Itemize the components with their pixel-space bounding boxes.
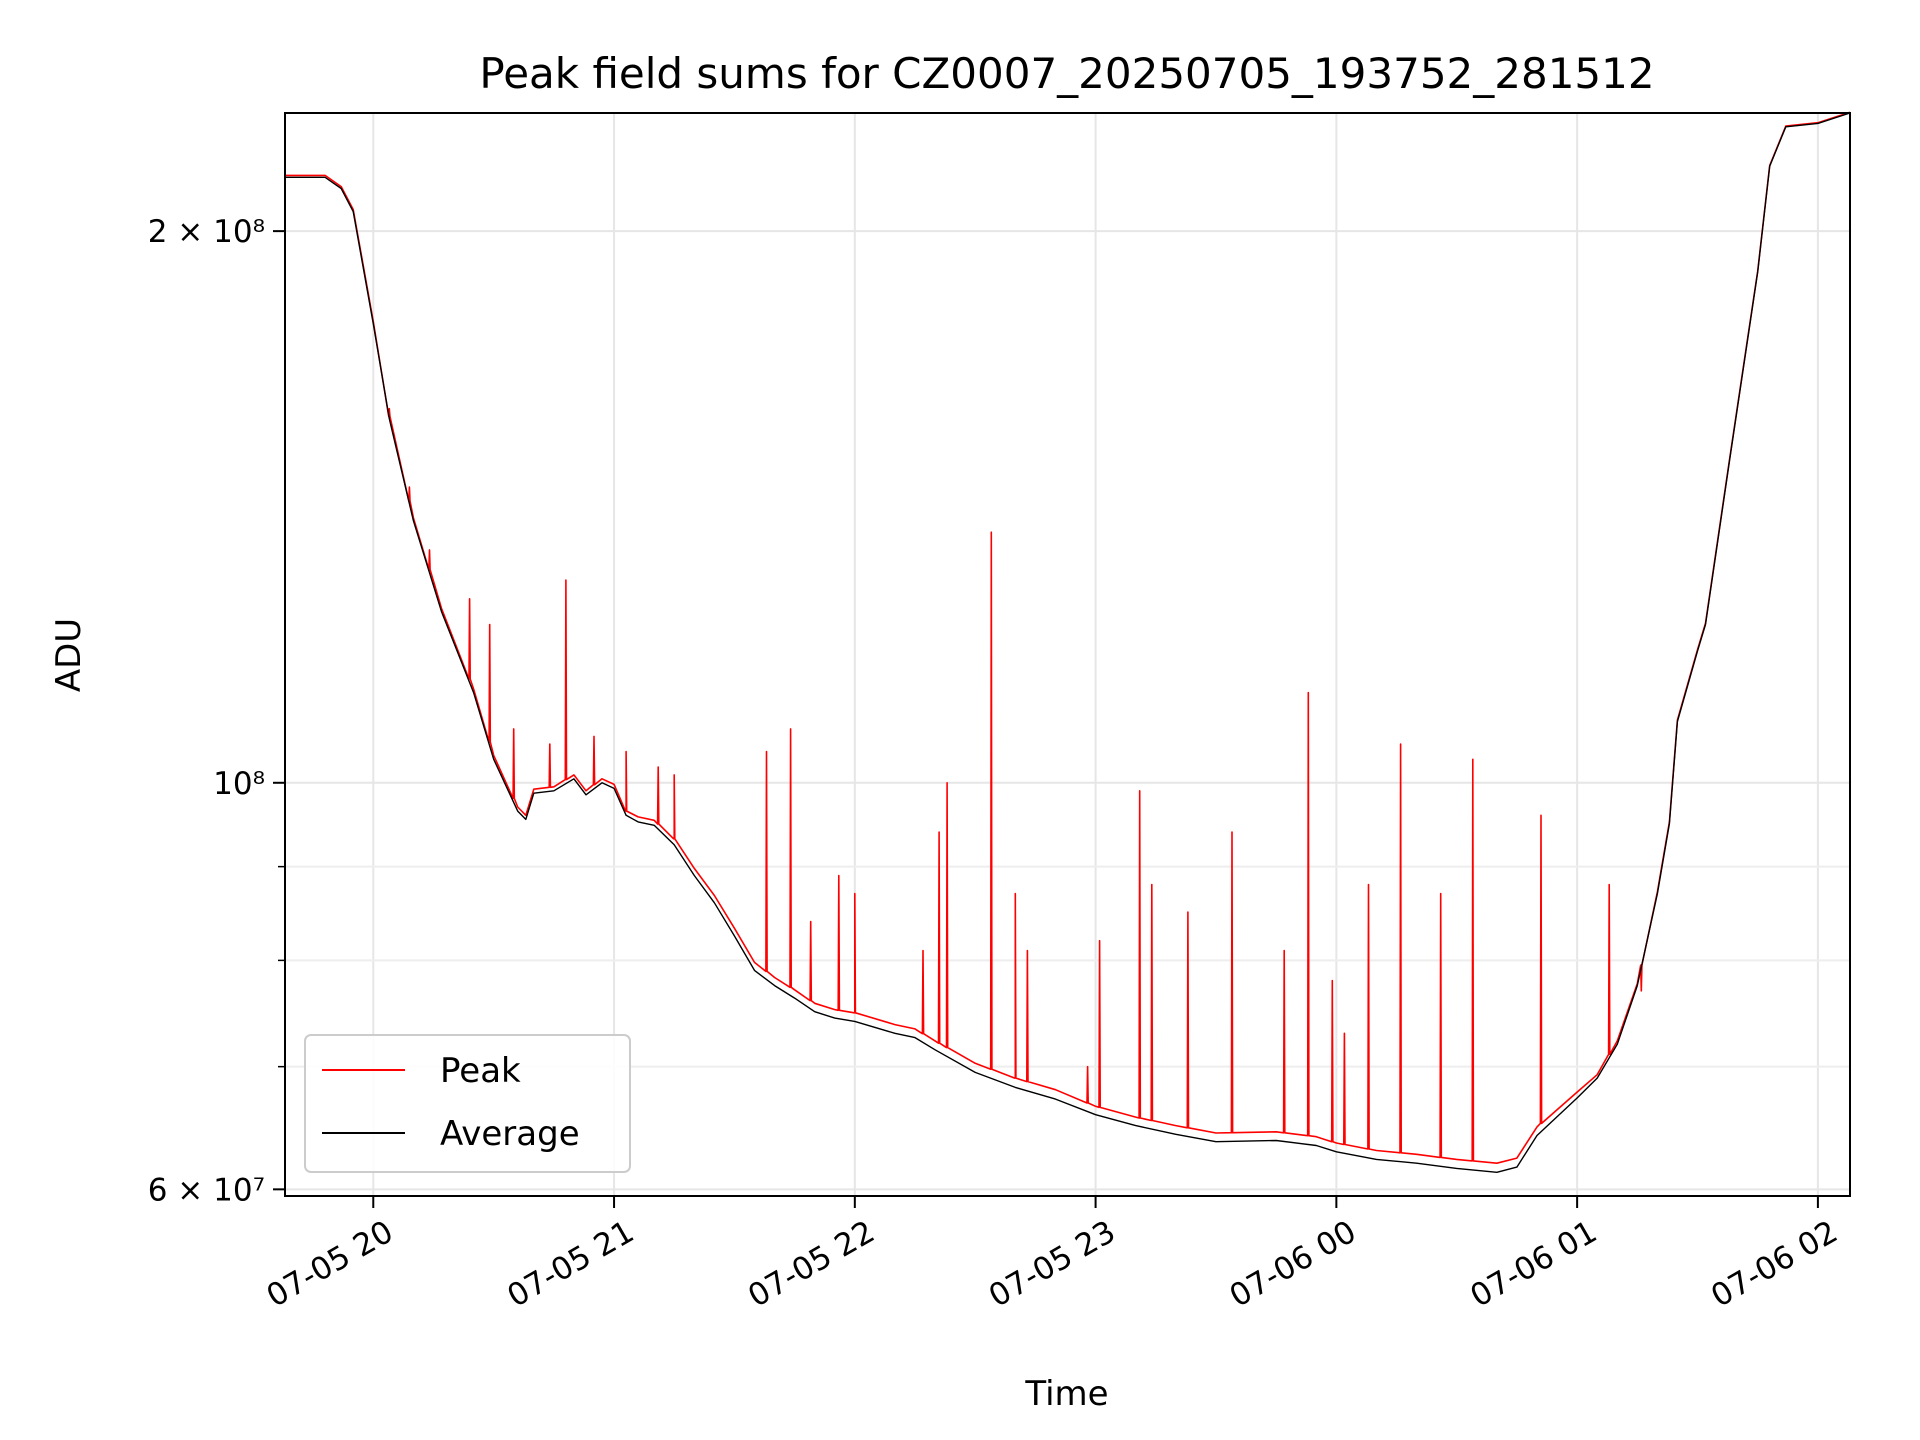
legend-label-average: Average [440,1114,580,1154]
series-line-average [285,112,1851,1173]
legend: Peak Average [304,1034,631,1173]
x-axis-label: Time [1024,1374,1108,1414]
series-layer [285,111,1851,1173]
plot-frame [284,112,1851,1197]
y-axis-label: ADU [49,618,89,692]
legend-label-peak: Peak [440,1051,521,1091]
series-line-peak [285,111,1851,1164]
chart-title: Peak field sums for CZ0007_20250705_1937… [479,49,1654,98]
y-tick-label: 10⁸ [213,766,265,802]
y-tick-label: 2 × 10⁸ [148,214,265,250]
y-tick-label: 6 × 10⁷ [148,1172,265,1208]
